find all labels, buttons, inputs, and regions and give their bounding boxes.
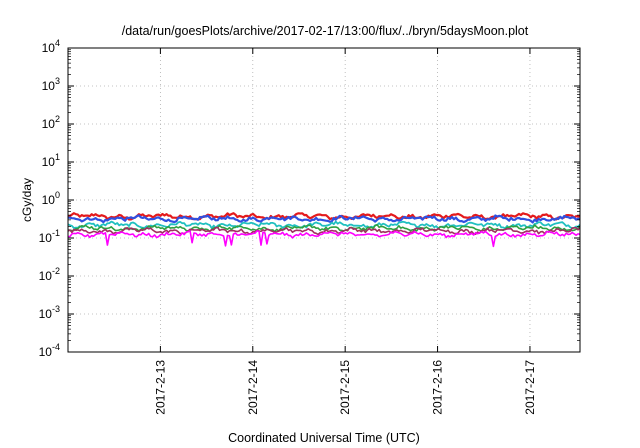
y-axis-label: cGy/day <box>20 178 34 222</box>
y-tick-label: 102 <box>42 114 60 131</box>
chart-title: /data/run/goesPlots/archive/2017-02-17/1… <box>122 24 529 38</box>
series-line <box>67 220 581 230</box>
plot-frame <box>67 47 581 353</box>
y-tick-label: 101 <box>42 152 60 169</box>
x-axis-ticks: 2017-2-13 2017-2-14 2017-2-15 2017-2-16 2017… <box>153 48 537 415</box>
y-tick-label: 103 <box>42 76 60 93</box>
y-tick-label: 10-2 <box>39 266 60 283</box>
y-axis-ticks: 10-4 10-3 10-2 10-1 100 101 102 103 104 <box>39 38 580 359</box>
x-tick-label: 2017-2-15 <box>338 360 352 415</box>
series-line <box>67 224 581 233</box>
y-tick-label: 104 <box>42 38 60 55</box>
series-line <box>68 230 581 248</box>
series-group <box>67 212 581 248</box>
x-tick-label: 2017-2-17 <box>523 360 537 415</box>
y-tick-label: 10-4 <box>39 342 60 359</box>
series-line <box>67 214 581 224</box>
y-tick-label: 100 <box>42 190 60 207</box>
x-tick-label: 2017-2-14 <box>246 360 260 415</box>
grid-lines <box>68 48 580 352</box>
x-tick-label: 2017-2-13 <box>153 360 167 415</box>
x-axis-label: Coordinated Universal Time (UTC) <box>228 431 420 445</box>
y-tick-label: 10-1 <box>39 228 60 245</box>
y-tick-label: 10-3 <box>39 304 60 321</box>
x-tick-label: 2017-2-16 <box>431 360 445 415</box>
